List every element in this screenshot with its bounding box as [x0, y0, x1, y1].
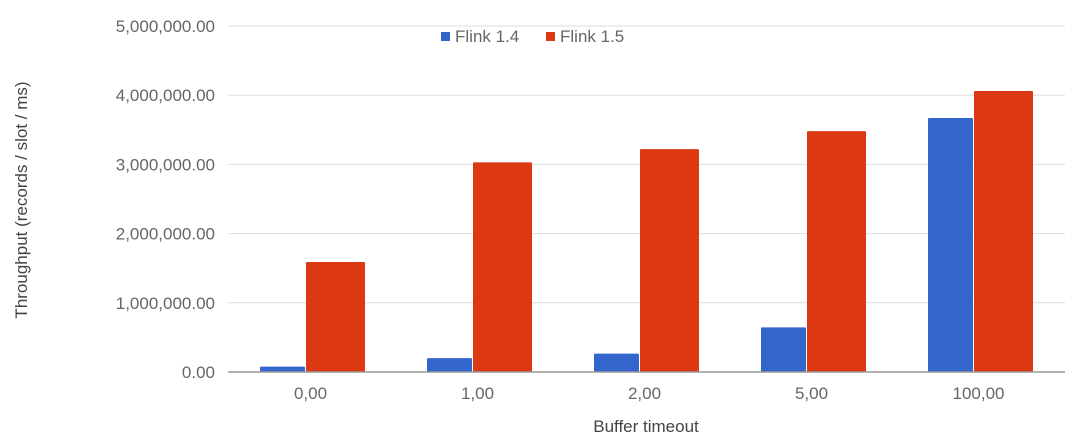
bar-flink-1-4-1	[427, 358, 472, 372]
bar-flink-1-5-2	[640, 149, 699, 372]
y-tick-labels: 0.00 1,000,000.00 2,000,000.00 3,000,000.00…	[116, 17, 215, 382]
y-axis-label: Throughput (records / slot / ms)	[12, 81, 31, 318]
bar-flink-1-4-0	[260, 366, 305, 372]
legend-label-0: Flink 1.4	[455, 27, 519, 46]
x-tick-label: 1,00	[461, 384, 494, 403]
x-tick-label: 2,00	[628, 384, 661, 403]
y-tick-label: 4,000,000.00	[116, 86, 215, 105]
bar-flink-1-4-2	[594, 353, 639, 372]
legend: Flink 1.4 Flink 1.5	[441, 27, 624, 46]
bar-flink-1-5-1	[473, 162, 532, 372]
y-tick-label: 2,000,000.00	[116, 225, 215, 244]
y-tick-label: 0.00	[182, 363, 215, 382]
x-axis-label: Buffer timeout	[593, 417, 699, 436]
x-tick-label: 5,00	[795, 384, 828, 403]
x-tick-label: 100,00	[953, 384, 1005, 403]
y-tick-label: 5,000,000.00	[116, 17, 215, 36]
bar-flink-1-5-4	[974, 91, 1033, 372]
legend-swatch-0	[441, 32, 450, 41]
bar-flink-1-5-0	[306, 261, 365, 372]
y-tick-label: 3,000,000.00	[116, 155, 215, 174]
legend-swatch-1	[546, 32, 555, 41]
bar-flink-1-4-3	[761, 327, 806, 372]
bar-flink-1-5-3	[807, 131, 866, 372]
bars	[260, 91, 1033, 372]
y-tick-label: 1,000,000.00	[116, 294, 215, 313]
x-tick-labels: 0,00 1,00 2,00 5,00 100,00	[294, 384, 1005, 403]
bar-flink-1-4-4	[928, 118, 973, 372]
x-tick-label: 0,00	[294, 384, 327, 403]
legend-label-1: Flink 1.5	[560, 27, 624, 46]
